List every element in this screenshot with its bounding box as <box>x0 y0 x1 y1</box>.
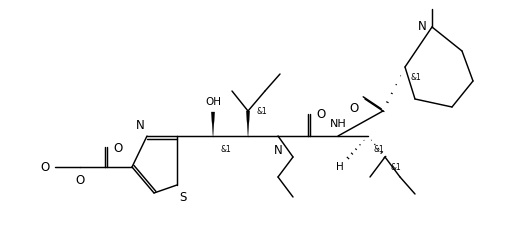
Text: N: N <box>136 118 145 131</box>
Polygon shape <box>246 112 250 136</box>
Text: &1: &1 <box>256 107 267 116</box>
Text: &1: &1 <box>220 144 231 153</box>
Text: S: S <box>179 190 187 203</box>
Text: &1: &1 <box>410 73 421 82</box>
Text: &1: &1 <box>390 162 401 171</box>
Text: H: H <box>336 161 344 171</box>
Text: O: O <box>350 101 359 114</box>
Text: NH: NH <box>330 118 347 128</box>
Text: O: O <box>113 141 122 154</box>
Polygon shape <box>211 112 215 136</box>
Text: &1: &1 <box>373 144 384 153</box>
Text: O: O <box>316 108 325 121</box>
Text: O: O <box>75 173 85 186</box>
Text: N: N <box>418 19 427 32</box>
Text: O: O <box>41 161 50 174</box>
Text: N: N <box>273 143 282 156</box>
Text: OH: OH <box>205 97 221 106</box>
